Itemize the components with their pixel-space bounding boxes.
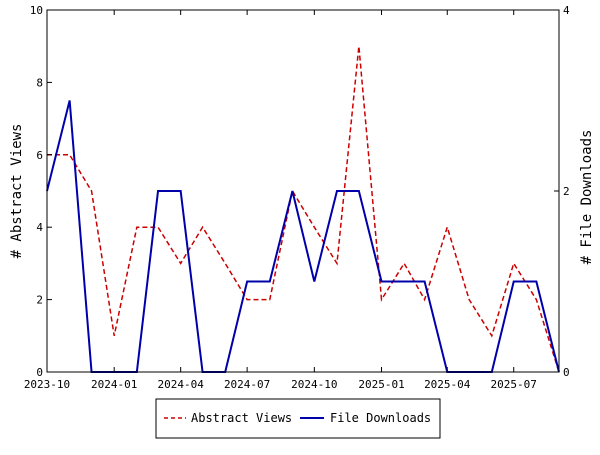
series-layer bbox=[46, 46, 560, 373]
legend: Abstract Views File Downloads bbox=[155, 398, 441, 439]
plot-frame bbox=[46, 9, 560, 373]
x-tick-label: 2024-07 bbox=[224, 378, 270, 391]
x-tick-label: 2024-10 bbox=[291, 378, 337, 391]
x-tick-label: 2025-07 bbox=[491, 378, 537, 391]
left-y-tick-label: 4 bbox=[36, 221, 43, 234]
left-y-tick-label: 0 bbox=[36, 366, 43, 379]
x-tick-label: 2025-04 bbox=[424, 378, 471, 391]
left-y-tick-label: 10 bbox=[30, 4, 43, 17]
legend-box bbox=[155, 398, 441, 439]
right-y-tick-label: 4 bbox=[563, 4, 570, 17]
right-axis-label: # File Downloads bbox=[579, 130, 595, 265]
left-axis-label: # Abstract Views bbox=[9, 124, 25, 259]
legend-label-file-downloads: File Downloads bbox=[330, 411, 431, 425]
x-tick-label: 2024-04 bbox=[157, 378, 204, 391]
right-y-tick-label: 2 bbox=[563, 185, 570, 198]
right-y-tick-label: 0 bbox=[563, 366, 570, 379]
x-tick-label: 2024-01 bbox=[91, 378, 137, 391]
legend-label-abstract-views: Abstract Views bbox=[191, 411, 292, 425]
left-y-tick-label: 2 bbox=[36, 294, 43, 307]
left-y-tick-label: 6 bbox=[36, 149, 43, 162]
axes-layer: 2023-10 2024-01 2024-04 2024-07 2024-10 2025-… bbox=[24, 4, 570, 391]
series-line-file-downloads bbox=[46, 100, 560, 373]
x-tick-label: 2025-01 bbox=[358, 378, 404, 391]
left-y-tick-label: 8 bbox=[36, 76, 43, 89]
series-line-abstract-views bbox=[47, 46, 560, 373]
x-tick-label: 2023-10 bbox=[24, 378, 70, 391]
